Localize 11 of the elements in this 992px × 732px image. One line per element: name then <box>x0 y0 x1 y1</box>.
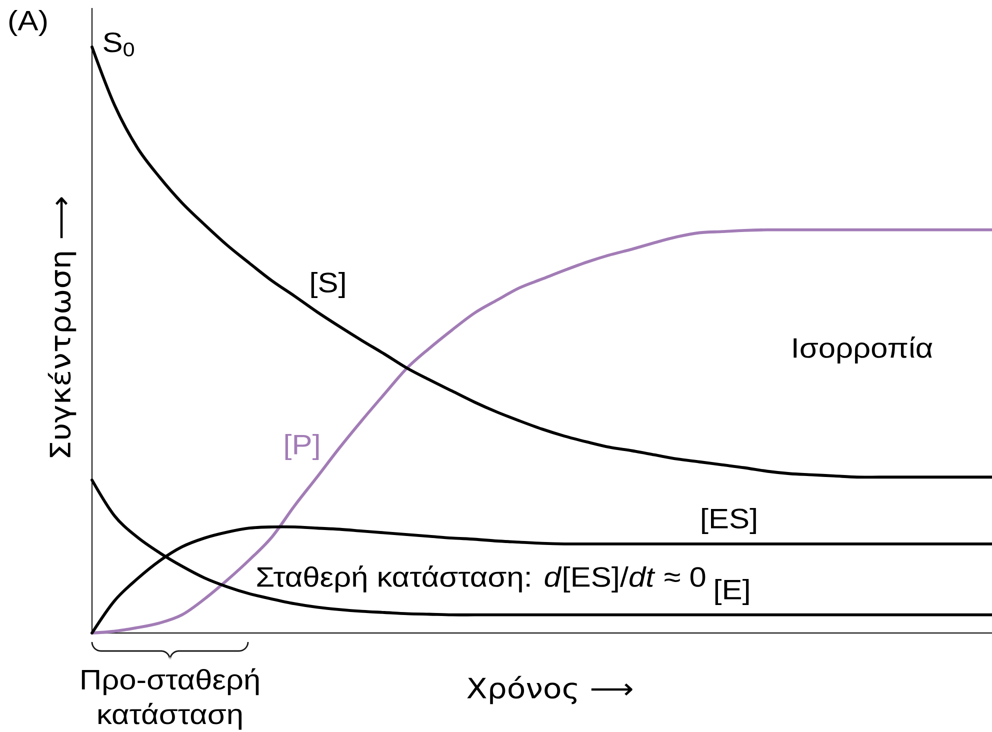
x-axis-title: Χρόνος ⟶ <box>467 676 632 704</box>
annotation: S$_{0}$ <box>104 32 134 56</box>
annotation: Σταθερή κατάσταση: d[ES]/dt ≈ 0 <box>257 566 706 592</box>
series-label: [ES] <box>702 508 756 534</box>
annotation: Ισορροπία <box>794 336 932 364</box>
series-label: [E] <box>715 578 749 606</box>
text: Προ-σταθερή κατάσταση <box>82 668 259 730</box>
series-label: [S] <box>311 272 345 298</box>
series-label: [P] <box>285 434 319 460</box>
chart-title: (A) <box>9 10 47 36</box>
y-axis-title: Συγκέντρωση ⟶ <box>48 197 76 458</box>
